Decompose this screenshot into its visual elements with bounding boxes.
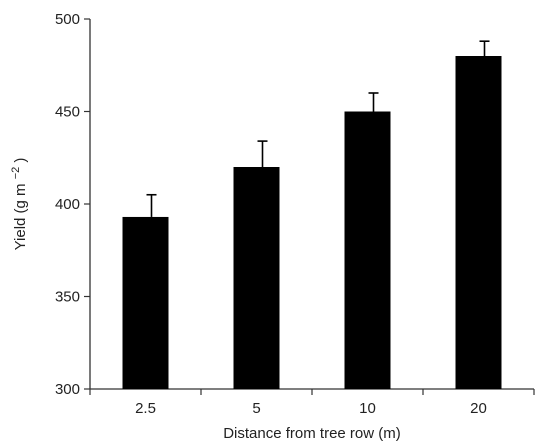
bar <box>233 167 280 389</box>
error-bars <box>146 40 490 217</box>
bars <box>122 56 502 389</box>
x-axis-title: Distance from tree row (m) <box>223 425 401 442</box>
y-tick-label: 350 <box>55 289 80 306</box>
y-tick-label: 300 <box>55 381 80 398</box>
x-tick-label: 10 <box>359 400 376 417</box>
y-axis-title-main: Yield (g m <box>12 183 29 250</box>
x-tick-label: 5 <box>252 400 260 417</box>
x-axis: 2.5 5 10 20 <box>89 388 535 417</box>
y-axis-title-close: ) <box>12 158 29 163</box>
bar <box>455 56 502 389</box>
y-axis: 300 350 400 450 500 <box>55 11 91 398</box>
bar <box>122 216 169 389</box>
y-tick-label: 450 <box>55 104 80 121</box>
x-tick-label: 2.5 <box>135 400 156 417</box>
y-axis-title-exponent: −2 <box>10 167 22 180</box>
y-axis-title: Yield (g m −2 ) <box>6 158 29 251</box>
y-tick-label: 500 <box>55 11 80 28</box>
x-tick-label: 20 <box>470 400 487 417</box>
y-tick-label: 400 <box>55 196 80 213</box>
bar <box>344 111 391 389</box>
